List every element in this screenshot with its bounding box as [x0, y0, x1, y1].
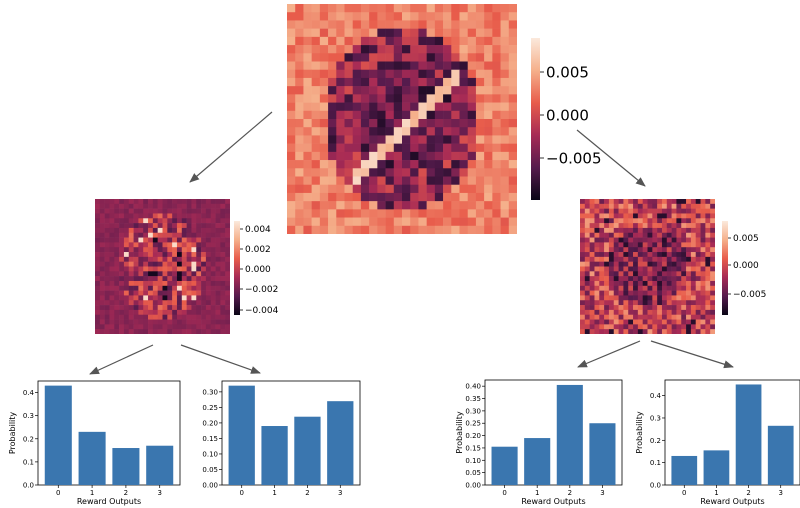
x-tick-label: 3	[157, 489, 161, 497]
arrow-left-to-chart2	[180, 344, 261, 374]
x-axis-label: Reward Outputs	[521, 497, 585, 506]
y-tick-label: 0.30	[465, 407, 481, 415]
y-tick-label: 0.00	[202, 482, 218, 490]
bar-0	[44, 385, 72, 485]
bar-3	[146, 445, 174, 485]
y-tick-label: 0.4	[23, 389, 35, 397]
x-tick-label: 1	[90, 489, 94, 497]
bar-1	[78, 431, 106, 485]
y-tick-label: 0.0	[650, 482, 661, 490]
y-tick-label: 0.25	[202, 404, 218, 412]
colorbar-tick-label: 0.002	[245, 245, 271, 255]
colorbar-tick-label: −0.004	[245, 306, 279, 316]
colorbar-tick-label: −0.005	[733, 290, 766, 300]
y-tick-label: 0.30	[202, 388, 218, 396]
chart-frame	[484, 379, 623, 486]
bar-2	[294, 416, 321, 485]
bar-chart-4: 0.0 0.1 0.2 0.3 0.4 0 1 2 3 Reward Outputs Probabi…	[635, 379, 800, 506]
arrow-right-to-chart3	[577, 340, 641, 368]
y-tick-label: 0.05	[202, 466, 218, 474]
colorbar-top	[531, 38, 540, 200]
y-tick-label: 0.2	[23, 435, 34, 443]
y-tick-label: 0.2	[650, 437, 661, 445]
arrow-top-to-left	[189, 111, 273, 183]
y-tick-label: 0.05	[465, 469, 481, 477]
bar-chart-2: 0.00 0.05 0.10 0.15 0.20 0.25 0.30 0 1 2 3	[202, 380, 361, 497]
y-tick-label: 0.15	[202, 435, 218, 443]
y-axis-label: Probability	[455, 411, 464, 454]
chart-frame	[664, 379, 800, 486]
y-tick-label: 0.35	[465, 395, 481, 403]
y-tick-label: 0.4	[650, 392, 662, 400]
chart-frame	[221, 380, 361, 486]
y-tick-label: 0.0	[23, 482, 34, 490]
arrow-top-to-right	[576, 129, 646, 187]
x-tick-label: 1	[535, 489, 539, 497]
x-tick-label: 3	[338, 489, 342, 497]
x-tick-label: 2	[124, 489, 128, 497]
y-tick-label: 0.3	[23, 412, 34, 420]
y-tick-label: 0.10	[202, 450, 218, 458]
bar-2	[112, 448, 140, 485]
x-tick-label: 2	[568, 489, 572, 497]
bar-1	[703, 450, 730, 485]
y-tick-label: 0.25	[465, 420, 481, 428]
colorbar-tick-label: 0.000	[245, 265, 271, 275]
y-tick-label: 0.1	[23, 458, 34, 466]
top-heatmap	[287, 4, 517, 234]
bar-chart-3: 0.00 0.05 0.10 0.15 0.20 0.25 0.30 0.35 0.40 0 1 2 3…	[455, 379, 623, 506]
colorbar-right	[722, 221, 728, 315]
left-heatmap	[95, 199, 230, 334]
bar-2	[735, 384, 762, 485]
bar-0	[671, 455, 698, 485]
y-tick-label: 0.20	[202, 419, 218, 427]
arrow-right-to-chart4	[650, 340, 734, 369]
y-tick-label: 0.10	[465, 457, 481, 465]
x-tick-label: 0	[56, 489, 60, 497]
bar-1	[261, 426, 288, 485]
y-tick-label: 0.1	[650, 459, 661, 467]
colorbar-left	[234, 221, 240, 315]
colorbar-tick-label: −0.002	[245, 285, 278, 295]
x-tick-label: 0	[239, 489, 243, 497]
bar-0	[491, 446, 518, 485]
x-tick-label: 2	[746, 489, 750, 497]
arrow-left-to-chart1	[89, 344, 154, 375]
y-axis-label: Probability	[635, 411, 644, 454]
colorbar-tick-label: −0.005	[546, 149, 602, 167]
colorbar-tick-label: 0.005	[733, 234, 759, 244]
bar-0	[228, 385, 255, 485]
chart-frame	[37, 380, 181, 486]
x-tick-label: 1	[272, 489, 276, 497]
x-tick-label: 0	[502, 489, 506, 497]
colorbar-tick-label: 0.005	[546, 63, 589, 81]
y-tick-label: 0.3	[650, 414, 661, 422]
colorbar-tick-label: 0.000	[733, 261, 759, 271]
x-tick-label: 3	[778, 489, 782, 497]
colorbar-tick-label: 0.004	[245, 225, 271, 235]
x-axis-label: Reward Outputs	[77, 497, 141, 506]
bar-3	[767, 425, 794, 485]
x-tick-label: 0	[682, 489, 686, 497]
bar-3	[327, 401, 354, 485]
y-tick-label: 0.00	[465, 482, 481, 490]
bar-3	[589, 423, 616, 485]
bar-1	[524, 438, 551, 485]
bar-chart-1: 0.0 0.1 0.2 0.3 0.4 0 1 2 3 Reward Outputs Probabi…	[8, 380, 181, 506]
bar-2	[556, 384, 583, 485]
x-tick-label: 3	[600, 489, 604, 497]
y-tick-label: 0.15	[465, 444, 481, 452]
y-axis-label: Probability	[8, 412, 17, 455]
x-tick-label: 2	[305, 489, 309, 497]
y-tick-label: 0.40	[465, 383, 481, 391]
colorbar-tick-label: 0.000	[546, 106, 589, 124]
y-tick-label: 0.20	[465, 432, 481, 440]
x-axis-label: Reward Outputs	[700, 497, 764, 506]
x-tick-label: 1	[714, 489, 718, 497]
right-heatmap	[580, 199, 715, 334]
